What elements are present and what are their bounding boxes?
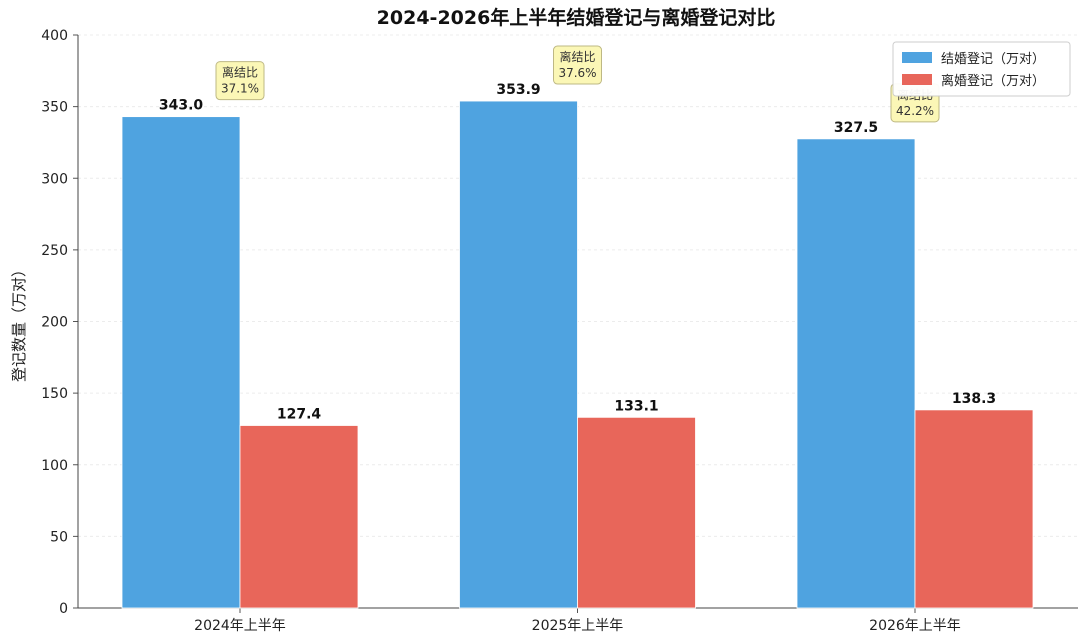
y-tick-label: 100 <box>41 458 68 474</box>
legend-swatch <box>902 74 932 85</box>
legend-entry: 离婚登记（万对） <box>941 73 1045 89</box>
bar-divorce <box>577 416 696 609</box>
bar-marriage <box>121 116 241 609</box>
bars <box>121 100 1034 609</box>
bar-marriage <box>796 138 916 609</box>
legend-entry: 结婚登记（万对） <box>941 52 1045 67</box>
y-tick-label: 300 <box>41 171 68 187</box>
data-label: 127.4 <box>277 406 322 422</box>
annotation-box <box>215 61 265 101</box>
y-tick-label: 0 <box>59 601 68 617</box>
data-label: 133.1 <box>614 398 658 414</box>
x-tick-label: 2024年上半年 <box>194 618 286 634</box>
annotation-box <box>553 45 602 85</box>
annotation-title: 离结比 <box>559 49 595 64</box>
ratio-annotation: 离结比 37.1% <box>215 61 265 101</box>
y-tick-label: 250 <box>41 243 68 259</box>
y-axis-label: 登记数量（万对） <box>10 262 28 382</box>
data-label: 343.0 <box>159 98 204 114</box>
x-tick-label: 2026年上半年 <box>869 618 961 634</box>
annotation-value: 37.6% <box>558 66 596 80</box>
x-tick-label: 2025年上半年 <box>532 618 624 634</box>
bar-marriage <box>459 100 578 609</box>
bar-divorce <box>239 425 359 609</box>
legend-box <box>892 41 1071 97</box>
data-label: 353.9 <box>496 82 540 98</box>
annotation-value: 42.2% <box>896 104 934 118</box>
y-tick-label: 200 <box>41 315 68 331</box>
data-label: 138.3 <box>952 391 996 407</box>
axes: 0 50 100 150 200 250 300 350 400 2024年上半年 2025年上半年… <box>41 28 1078 634</box>
annotation-title: 离结比 <box>222 65 258 80</box>
legend: 结婚登记（万对） 离婚登记（万对） <box>892 41 1071 97</box>
ratio-annotation: 离结比 37.6% <box>553 45 602 85</box>
y-tick-label: 50 <box>50 529 68 545</box>
bar-divorce <box>914 409 1034 609</box>
legend-swatch <box>902 52 932 63</box>
y-tick-label: 150 <box>41 386 68 402</box>
data-label: 327.5 <box>834 120 878 136</box>
value-labels: 343.0 127.4 353.9 133.1 327.5 138.3 <box>159 82 996 422</box>
y-tick-label: 350 <box>41 100 68 116</box>
y-tick-label: 400 <box>41 28 68 44</box>
annotation-value: 37.1% <box>221 82 259 96</box>
chart-title: 2024-2026年上半年结婚登记与离婚登记对比 <box>377 6 776 29</box>
